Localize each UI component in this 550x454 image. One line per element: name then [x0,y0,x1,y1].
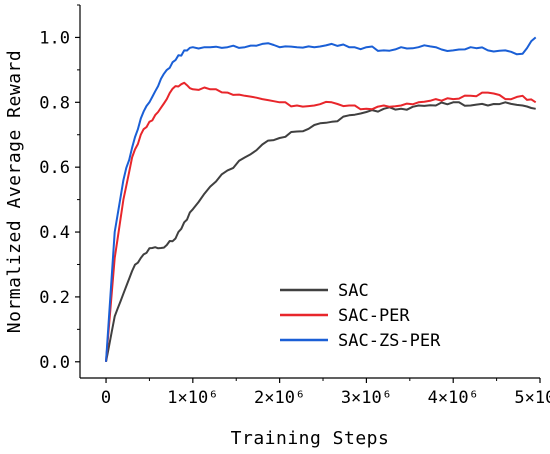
x-tick-label: 3×10⁶ [341,388,392,408]
x-axis-title: Training Steps [231,428,390,449]
legend-label: SAC-ZS-PER [338,331,441,351]
x-tick-label: 0 [101,388,111,408]
y-tick-label: 0.6 [39,158,70,178]
y-axis-title: Normalized Average Reward [4,50,25,333]
y-tick-label: 1.0 [39,28,70,48]
x-tick-label: 5×10⁶ [514,388,550,408]
legend: SAC SAC-PER SAC-ZS-PER [280,281,441,351]
series-line [105,81,537,362]
y-tick-label: 0.4 [39,223,70,243]
legend-label: SAC-PER [338,306,410,326]
x-tick-label: 2×10⁶ [254,388,305,408]
legend-label: SAC [338,281,369,301]
series-line [105,36,537,362]
y-tick-label: 0.0 [39,353,70,373]
y-tick-label: 0.2 [39,288,70,308]
series-line [105,101,536,362]
x-tick-label: 4×10⁶ [428,388,479,408]
x-tick-label: 1×10⁶ [167,388,218,408]
axes: 0 1×10⁶ 2×10⁶ 3×10⁶ 4×10⁶ 5×10⁶ 0.0 0.2 0.4 0.6 0.… [39,4,550,408]
y-tick-label: 0.8 [39,93,70,113]
series-layer [105,36,537,362]
